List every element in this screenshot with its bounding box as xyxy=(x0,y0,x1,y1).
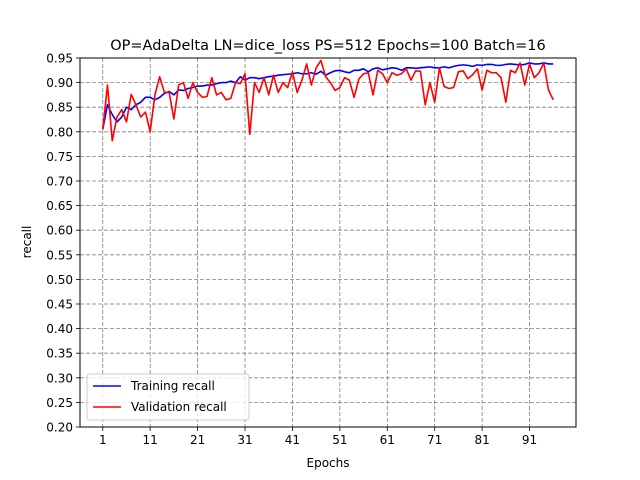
y-tick-label: 0.60 xyxy=(46,224,73,238)
x-tick-label: 21 xyxy=(190,433,205,447)
y-tick-label: 0.55 xyxy=(46,248,73,262)
x-axis-title: Epochs xyxy=(307,456,350,470)
y-tick-label: 0.40 xyxy=(46,322,73,336)
y-axis: 0.20 0.25 0.30 0.35 0.40 0.45 0.50 0.55 0.60 0.65… xyxy=(46,52,80,435)
y-tick-label: 0.25 xyxy=(46,396,73,410)
y-tick-label: 0.80 xyxy=(46,125,73,139)
legend-label-validation: Validation recall xyxy=(131,400,227,414)
y-tick-label: 0.35 xyxy=(46,347,73,361)
x-tick-label: 81 xyxy=(474,433,489,447)
legend-label-training: Training recall xyxy=(130,379,215,393)
y-tick-label: 0.85 xyxy=(46,101,73,115)
y-tick-label: 0.45 xyxy=(46,298,73,312)
x-tick-label: 1 xyxy=(99,433,107,447)
x-tick-label: 41 xyxy=(285,433,300,447)
x-tick-label: 91 xyxy=(522,433,537,447)
y-tick-label: 0.70 xyxy=(46,175,73,189)
y-tick-label: 0.30 xyxy=(46,371,73,385)
chart-title: OP=AdaDelta LN=dice_loss PS=512 Epochs=1… xyxy=(110,38,545,54)
y-tick-label: 0.75 xyxy=(46,150,73,164)
x-tick-label: 11 xyxy=(143,433,158,447)
grid xyxy=(80,57,576,428)
y-tick-label: 0.50 xyxy=(46,273,73,287)
x-tick-label: 31 xyxy=(237,433,252,447)
validation-recall-line xyxy=(101,59,554,142)
x-tick-label: 71 xyxy=(427,433,442,447)
x-tick-label: 51 xyxy=(332,433,347,447)
y-axis-title: recall xyxy=(20,226,34,259)
legend-box xyxy=(86,373,250,421)
plot-area xyxy=(79,57,577,428)
x-axis: 1 11 21 31 41 51 61 71 81 91 xyxy=(99,427,537,447)
x-tick-label: 61 xyxy=(380,433,395,447)
y-tick-label: 0.90 xyxy=(46,76,73,90)
y-tick-label: 0.65 xyxy=(46,199,73,213)
y-tick-label: 0.95 xyxy=(46,52,73,66)
y-tick-label: 0.20 xyxy=(46,421,73,435)
legend: Training recall Validation recall xyxy=(86,373,250,421)
series-lines xyxy=(101,59,554,142)
